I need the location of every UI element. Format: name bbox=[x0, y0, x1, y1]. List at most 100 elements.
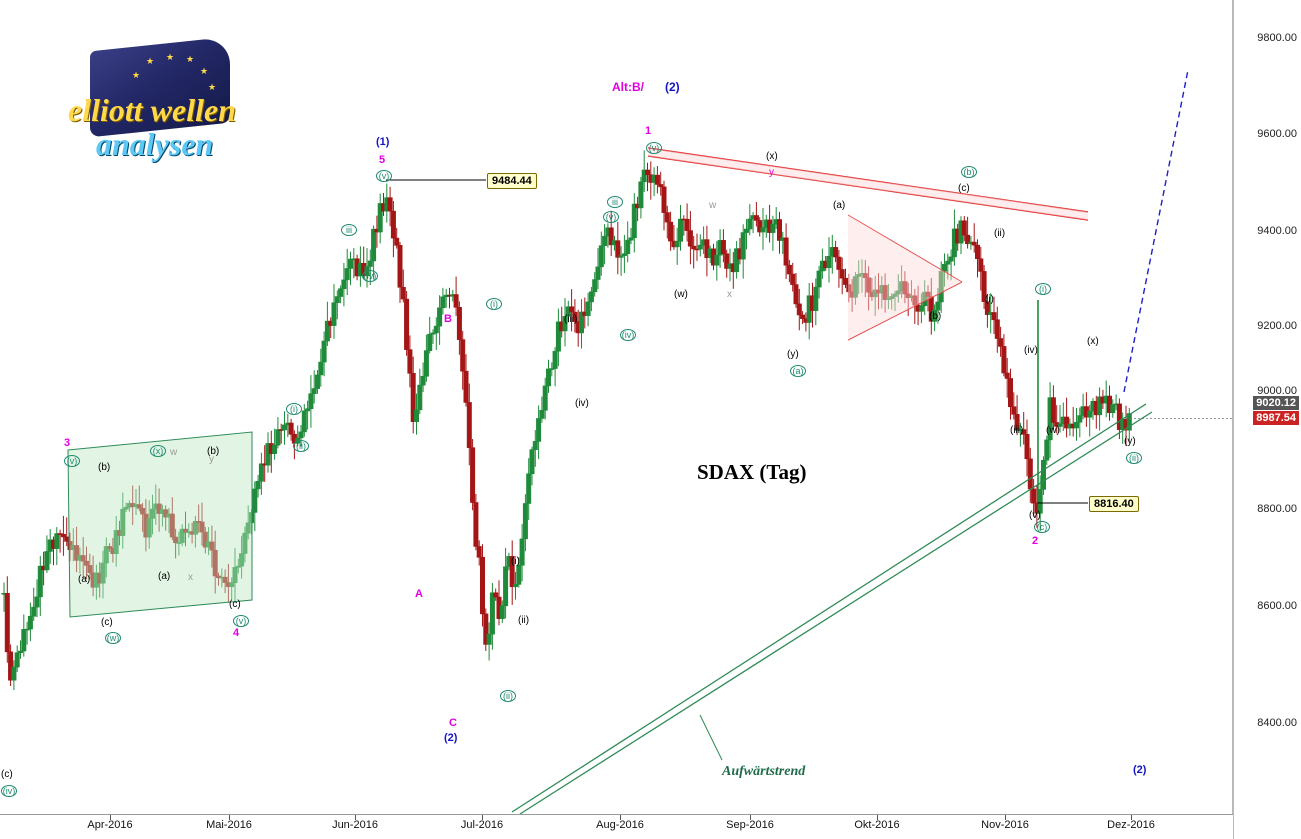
wave-label: (ii) bbox=[1126, 452, 1142, 464]
low-price-callout: 8816.40 bbox=[1089, 496, 1139, 512]
wave-label: (iv) bbox=[620, 329, 636, 341]
time-tick-label: Dez-2016 bbox=[1107, 819, 1155, 831]
high-price-callout: 9484.44 bbox=[487, 173, 537, 189]
wave-label: y bbox=[209, 454, 214, 465]
alt-count-label: Alt:B/ bbox=[612, 80, 644, 94]
time-tick-mark bbox=[1131, 815, 1132, 820]
wave-label: (c) bbox=[958, 183, 970, 194]
chart-title: SDAX (Tag) bbox=[697, 460, 807, 484]
wave-label: (iii) bbox=[1010, 425, 1024, 436]
wave-label: (2) bbox=[444, 732, 458, 744]
wave-label: (x) bbox=[150, 445, 166, 457]
time-tick-label: Jul-2016 bbox=[460, 819, 504, 831]
logo-text-line1: elliott wellen bbox=[68, 92, 236, 128]
time-tick-label: Sep-2016 bbox=[726, 819, 774, 831]
time-tick-mark bbox=[620, 815, 621, 820]
wave-label: A bbox=[415, 588, 423, 600]
last-price-tag: 9020.12 bbox=[1253, 396, 1299, 410]
time-tick-label: Jun-2016 bbox=[332, 819, 378, 831]
price-tick-label: 9000.00 bbox=[1257, 385, 1297, 397]
wave-label: (a) bbox=[833, 200, 846, 211]
price-tick-label: 9400.00 bbox=[1257, 225, 1297, 237]
wave-label: (ii) bbox=[518, 615, 530, 626]
time-axis[interactable]: Apr-2016 Mai-2016 Jun-2016 Jul-2016 Aug-2016… bbox=[0, 814, 1233, 839]
wave-label: (i) bbox=[286, 403, 302, 415]
price-tick-label: 8400.00 bbox=[1257, 717, 1297, 729]
alt-count-degree: (2) bbox=[665, 80, 680, 94]
wave-label: (ii) bbox=[500, 690, 516, 702]
wave-label: (v) bbox=[376, 170, 392, 182]
logo-star-icon: ★ bbox=[166, 52, 175, 62]
wave-label: (iv) bbox=[575, 398, 589, 409]
uptrend-label: Aufwärtstrend bbox=[722, 764, 806, 779]
wave-label: (v) bbox=[1029, 510, 1041, 521]
wave-label: (1) bbox=[376, 136, 390, 148]
wave-label: 4 bbox=[233, 627, 240, 639]
wave-label: (iv) bbox=[1024, 345, 1038, 356]
wave-label: (b) bbox=[961, 166, 977, 178]
wave-label: (b) bbox=[207, 446, 220, 457]
wave-label: (y) bbox=[1124, 436, 1136, 447]
wave-label: (v) bbox=[233, 615, 249, 627]
time-tick-mark bbox=[877, 815, 878, 820]
time-tick-label: Apr-2016 bbox=[87, 819, 133, 831]
price-axis[interactable]: 9800.00 9600.00 9400.00 9200.00 9000.00 8800.… bbox=[1232, 0, 1301, 839]
wave-label: (iii) bbox=[564, 314, 578, 325]
candlestick-chart bbox=[1, 69, 1233, 815]
wave-label: C bbox=[449, 717, 457, 729]
wave-label: x bbox=[188, 572, 193, 583]
wave-label: 3 bbox=[64, 437, 71, 449]
wave-label: 1 bbox=[645, 125, 652, 137]
time-tick-label: Mai-2016 bbox=[206, 819, 252, 831]
wave-label: (w) bbox=[105, 632, 121, 644]
wave-label: (c) bbox=[1034, 521, 1050, 533]
time-tick-mark bbox=[1005, 815, 1006, 820]
wave-label: (v) bbox=[646, 142, 662, 154]
price-axis-divider bbox=[1233, 0, 1234, 839]
wave-label: (x) bbox=[766, 151, 778, 162]
wave-label: (a) bbox=[158, 571, 171, 582]
wave-label: (a) bbox=[78, 574, 91, 585]
wave-label: (2) bbox=[1133, 764, 1147, 776]
elliott-wellen-logo: ★ ★ ★ ★ ★ ★ elliott wellen analysen bbox=[68, 36, 318, 162]
time-tick-label: Nov-2016 bbox=[981, 819, 1029, 831]
logo-star-icon: ★ bbox=[146, 56, 155, 66]
wave-label: (iv) bbox=[362, 270, 378, 282]
price-tick-label: 8800.00 bbox=[1257, 503, 1297, 515]
wave-label: (b) bbox=[929, 311, 942, 322]
wave-label: iii bbox=[607, 196, 623, 208]
wave-label: w bbox=[170, 447, 178, 458]
wave-label: B bbox=[444, 313, 452, 325]
logo-star-icon: ★ bbox=[186, 54, 195, 64]
wave-label: (b) bbox=[98, 462, 111, 473]
logo-star-icon: ★ bbox=[208, 82, 217, 92]
logo-star-icon: ★ bbox=[200, 66, 209, 76]
wave-label: (i) bbox=[486, 298, 502, 310]
wave-label: (i) bbox=[511, 556, 520, 567]
wave-label: (i) bbox=[1035, 283, 1051, 295]
price-tick-label: 8600.00 bbox=[1257, 600, 1297, 612]
price-tick-label: 9800.00 bbox=[1257, 32, 1297, 44]
price-tick-label: 9200.00 bbox=[1257, 320, 1297, 332]
price-tick-label: 9600.00 bbox=[1257, 128, 1297, 140]
wave-label: y bbox=[769, 167, 774, 178]
chart-plot-area[interactable] bbox=[0, 0, 1233, 815]
wave-label: x bbox=[727, 289, 732, 300]
wave-label: (i) bbox=[985, 294, 994, 305]
wave-label: (ii) bbox=[994, 228, 1006, 239]
wave-label: (a) bbox=[790, 365, 806, 377]
time-tick-mark bbox=[110, 815, 111, 820]
wave-label: (c) bbox=[1, 769, 13, 780]
wave-label: 2 bbox=[1032, 535, 1039, 547]
wave-label: (c) bbox=[229, 599, 241, 610]
wave-label: (y) bbox=[787, 349, 799, 360]
wave-label: 5 bbox=[379, 154, 386, 166]
time-tick-mark bbox=[229, 815, 230, 820]
wave-label: (w) bbox=[674, 289, 688, 300]
time-tick-mark bbox=[355, 815, 356, 820]
wave-label: (v) bbox=[603, 211, 619, 223]
time-tick-mark bbox=[482, 815, 483, 820]
prev-close-tag: 8987.54 bbox=[1253, 411, 1299, 425]
wave-label: w bbox=[709, 200, 717, 211]
